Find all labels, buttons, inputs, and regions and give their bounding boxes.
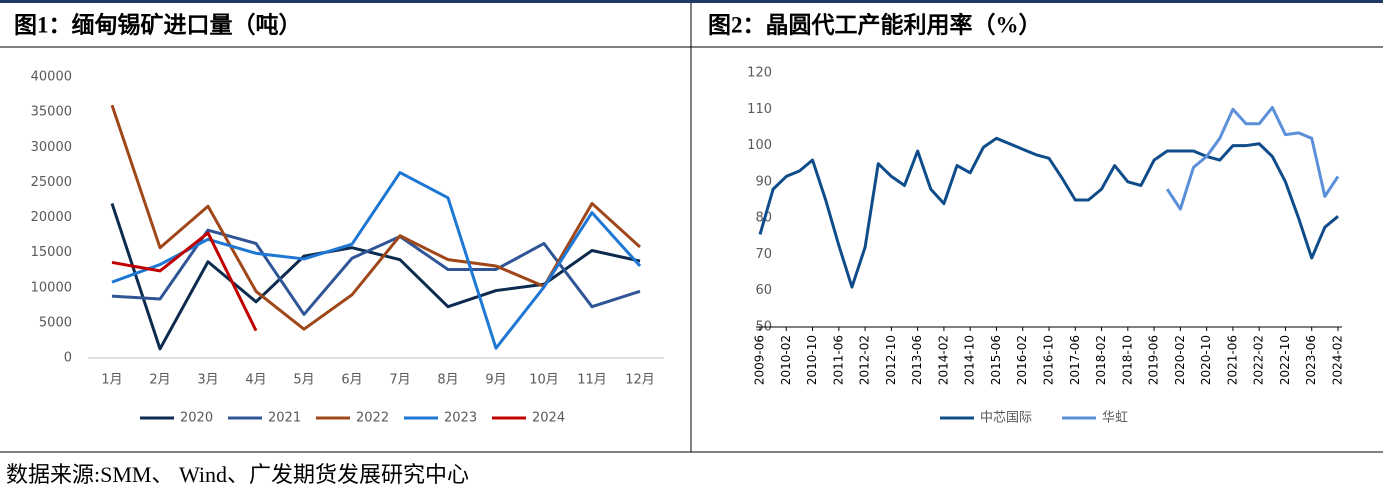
- y-tick-label: 60: [755, 283, 772, 298]
- x-tick-label: 2021-06: [1225, 335, 1239, 385]
- legend-label: 2024: [532, 411, 565, 426]
- series-line: [110, 104, 642, 331]
- x-tick-label: 10月: [529, 373, 559, 388]
- x-tick-label: 2016-02: [1015, 335, 1029, 385]
- x-tick-label: 2009-06: [753, 335, 767, 385]
- x-tick-label: 2017-06: [1068, 335, 1082, 385]
- y-tick-label: 120: [747, 66, 772, 81]
- y-tick-label: 110: [747, 102, 772, 117]
- legend-label: 2022: [356, 411, 389, 426]
- x-tick-label: 2014-02: [936, 335, 950, 385]
- x-tick-label: 7月: [389, 373, 410, 388]
- x-tick-label: 12月: [625, 373, 655, 388]
- x-tick-label: 2010-02: [779, 335, 793, 385]
- x-tick-label: 2015-06: [989, 335, 1003, 385]
- x-tick-label: 9月: [485, 373, 506, 388]
- x-tick-label: 2016-10: [1042, 335, 1056, 385]
- legend-label: 2021: [268, 411, 301, 426]
- x-tick-label: 2018-10: [1120, 335, 1134, 385]
- x-tick-label: 2011-06: [831, 335, 845, 385]
- series-line: [110, 202, 641, 351]
- x-tick-label: 2019-06: [1147, 335, 1161, 385]
- y-tick-label: 40000: [31, 70, 72, 85]
- x-tick-label: 6月: [341, 373, 362, 388]
- x-tick-label: 2月: [149, 373, 170, 388]
- x-tick-label: 8月: [437, 373, 458, 388]
- series-line: [1165, 105, 1340, 211]
- series-line: [111, 228, 641, 316]
- chart-title: 图1：缅甸锡矿进口量（吨）: [14, 11, 302, 37]
- x-tick-label: 4月: [245, 373, 266, 388]
- source: 数据来源:SMM、 Wind、广发期货发展研究中心: [6, 462, 469, 487]
- y-tick-label: 30000: [31, 140, 72, 155]
- x-tick-label: 2020-10: [1199, 335, 1213, 385]
- y-tick-label: 10000: [31, 280, 72, 295]
- x-tick-label: 2013-06: [910, 335, 924, 385]
- x-tick-label: 2023-06: [1304, 335, 1318, 385]
- x-tick-label: 2010-10: [805, 335, 819, 385]
- series-line: [111, 231, 258, 332]
- y-tick-label: 20000: [31, 210, 72, 225]
- x-tick-label: 2012-02: [858, 335, 872, 385]
- series-line: [758, 136, 1339, 289]
- x-tick-label: 2014-10: [963, 335, 977, 385]
- y-tick-label: 100: [747, 138, 772, 153]
- x-tick-label: 2024-02: [1331, 335, 1345, 385]
- legend-label: 中芯国际: [980, 411, 1032, 426]
- series-line: [111, 171, 642, 350]
- legend-label: 2023: [444, 411, 477, 426]
- x-tick-label: 5月: [293, 373, 314, 388]
- chart-title: 图2：晶圆代工产能利用率（%）: [708, 11, 1042, 37]
- y-tick-label: 90: [755, 174, 772, 189]
- legend-label: 华虹: [1102, 411, 1128, 426]
- x-tick-label: 2012-10: [884, 335, 898, 385]
- y-tick-label: 25000: [31, 175, 72, 190]
- y-tick-label: 0: [64, 351, 72, 366]
- x-tick-label: 2018-02: [1094, 335, 1108, 385]
- top-border: [0, 0, 1383, 3]
- x-tick-label: 2020-02: [1173, 335, 1187, 385]
- y-tick-label: 35000: [31, 105, 72, 120]
- legend-label: 2020: [180, 411, 213, 426]
- x-tick-label: 2022-02: [1252, 335, 1266, 385]
- x-tick-label: 1月: [101, 373, 122, 388]
- x-tick-label: 2022-10: [1278, 335, 1292, 385]
- y-tick-label: 15000: [31, 245, 72, 260]
- y-tick-label: 70: [755, 247, 772, 262]
- y-tick-label: 5000: [39, 315, 72, 330]
- x-tick-label: 11月: [577, 373, 607, 388]
- x-tick-label: 3月: [197, 373, 218, 388]
